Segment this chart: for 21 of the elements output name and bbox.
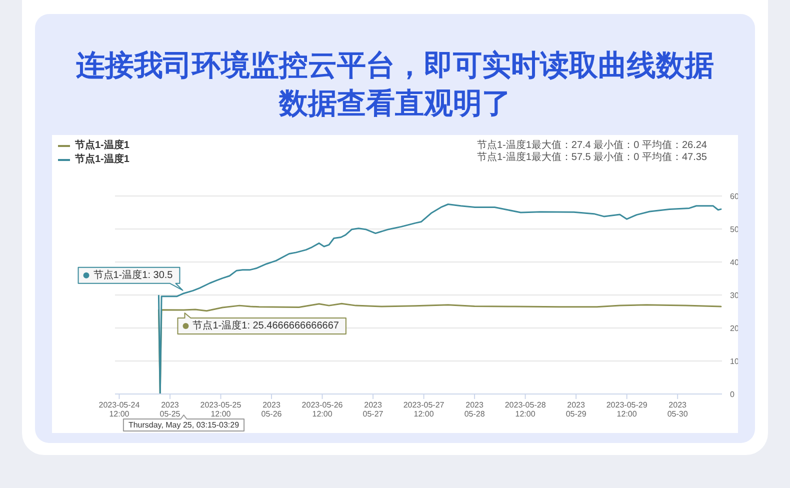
x-tick-label: 2023 05-27: [362, 400, 384, 419]
x-tick-label: 2023-05-28 12:00: [504, 400, 546, 419]
x-tick-label: 2023-05-29 12:00: [606, 400, 648, 419]
x-tick-label: 2023-05-24 12:00: [98, 400, 140, 419]
x-tick-label: 2023 05-29: [566, 400, 587, 419]
x-tick-label: 2023-05-27 12:00: [403, 400, 445, 419]
annotation: 节点1-温度1: 30.5: [93, 268, 174, 281]
legend-label: 节点1-温度1: [75, 154, 130, 166]
x-tick-label: 2023-05-25 12:00: [200, 400, 242, 419]
chart-title: 连接我司环境监控云平台，即可实时读取曲线数据数据查看直观明了: [75, 47, 715, 122]
x-tick-label: 2023-05-26 12:00: [302, 400, 344, 419]
text: 节点1-温度1最大值：27.4 最小值：0 平均值：26.24: [476, 140, 707, 152]
legend-label: 节点1-温度1: [75, 140, 130, 152]
y-tick-label: 0: [730, 390, 735, 399]
x-tick-label: 2023 05-30: [667, 400, 688, 419]
x-tick-label: 2023 05-28: [464, 400, 486, 419]
text: 节点1-温度1最大值：57.5 最小值：0 平均值：47.35: [476, 152, 707, 164]
x-tick-label: 2023 05-25: [160, 400, 181, 419]
x-tick-label: 2023 05-26: [261, 400, 282, 419]
annotation: 节点1-温度1: 25.4666666666667: [192, 319, 340, 332]
text: Thursday, May 25, 03:15-03:29: [128, 420, 240, 430]
